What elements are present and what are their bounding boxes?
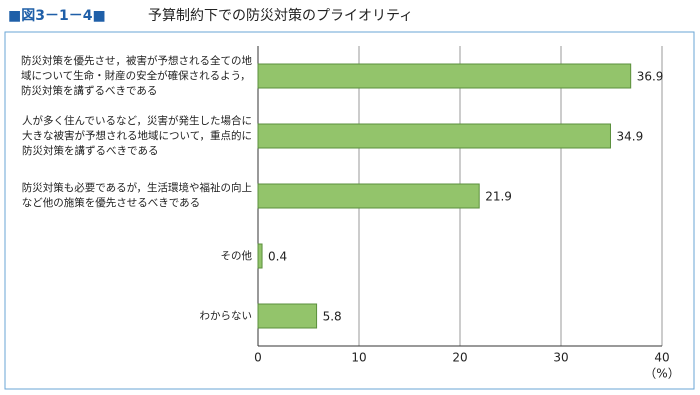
title-prefix: ■図3－1－4■ <box>8 8 106 24</box>
x-tick-label: 20 <box>452 351 467 365</box>
value-label: 21.9 <box>485 190 512 204</box>
value-label: 0.4 <box>268 250 287 264</box>
category-label-box: わからない <box>10 286 253 346</box>
y-tick-label: 防災対策を優先させ，被害が予想される全ての地 域について生命・財産の安全が確保さ… <box>21 54 252 97</box>
value-label: 36.9 <box>637 70 664 84</box>
bar <box>257 303 318 329</box>
y-tick-label: 人が多く住んでいるなど，災害が発生した場合に 大きな被害が予想される地域について… <box>22 114 252 157</box>
value-label: 34.9 <box>616 130 643 144</box>
bar <box>257 243 263 269</box>
frame <box>4 31 695 390</box>
category-label-box: 防災対策も必要であるが，生活環境や福祉の向上 など他の施策を優先させるべきである <box>10 166 252 226</box>
x-tick-label: 0 <box>254 351 262 365</box>
bar <box>257 183 480 209</box>
category-label-box: その他 <box>10 226 253 286</box>
x-tick-label: 30 <box>553 351 568 365</box>
x-tick-label: 40 <box>654 351 669 365</box>
value-label: 5.8 <box>323 310 342 324</box>
y-tick-label: 防災対策も必要であるが，生活環境や福祉の向上 など他の施策を優先させるべきである <box>21 182 252 209</box>
y-tick-label: わからない <box>199 309 253 322</box>
category-label-box: 防災対策を優先させ，被害が予想される全ての地 域について生命・財産の安全が確保さ… <box>10 46 252 106</box>
bar <box>257 123 611 149</box>
category-label-box: 人が多く住んでいるなど，災害が発生した場合に 大きな被害が予想される地域について… <box>10 106 252 166</box>
x-axis-label: （%） <box>644 367 679 381</box>
chart-title: 予算制約下での防災対策のプライオリティ <box>148 7 413 24</box>
y-tick-label: その他 <box>220 249 253 262</box>
bar <box>257 63 632 89</box>
x-tick-label: 10 <box>351 351 366 365</box>
